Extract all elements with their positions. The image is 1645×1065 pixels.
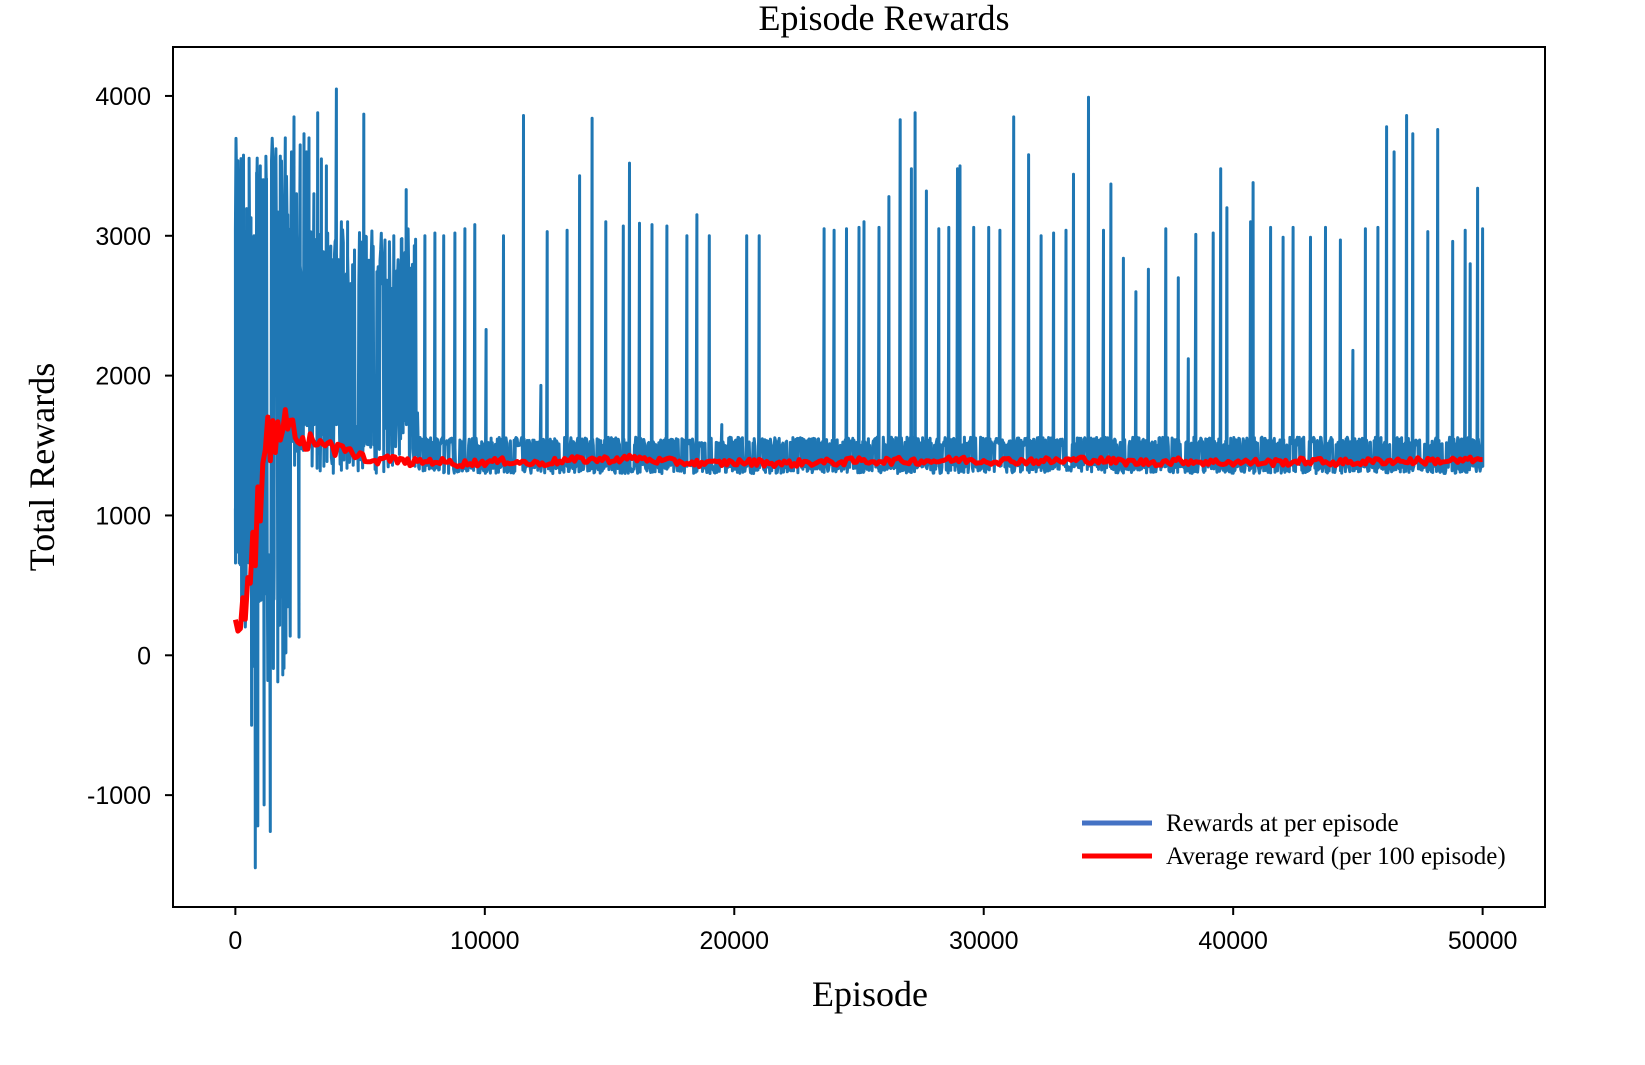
legend: Rewards at per episode Average reward (p… <box>1082 810 1506 870</box>
legend-label-rewards: Rewards at per episode <box>1166 810 1399 837</box>
plot-frame <box>172 46 1546 908</box>
x-tick-label: 40000 <box>1198 927 1268 955</box>
x-tick-label: 10000 <box>450 927 520 955</box>
legend-label-average: Average reward (per 100 episode) <box>1166 843 1506 870</box>
series-average-line <box>232 407 1483 634</box>
y-axis-ticks: -1000 0 1000 2000 3000 4000 <box>87 83 173 810</box>
series-layer <box>232 87 1485 870</box>
chart-title: Episode Rewards <box>759 0 1010 38</box>
x-tick-label: 0 <box>228 927 242 955</box>
x-axis-label: Episode <box>812 974 928 1014</box>
y-tick-label: 4000 <box>95 83 151 111</box>
y-tick-label: 2000 <box>95 363 151 391</box>
y-tick-label: -1000 <box>87 782 151 810</box>
y-axis-label: Total Rewards <box>22 363 62 571</box>
series-rewards-line <box>233 87 1485 870</box>
x-axis-ticks: 0 10000 20000 30000 40000 50000 <box>228 907 1517 955</box>
x-tick-label: 20000 <box>700 927 770 955</box>
x-tick-label: 50000 <box>1448 927 1518 955</box>
x-tick-label: 30000 <box>949 927 1019 955</box>
y-tick-label: 1000 <box>95 502 151 530</box>
y-tick-label: 0 <box>137 642 151 670</box>
y-tick-label: 3000 <box>95 223 151 251</box>
